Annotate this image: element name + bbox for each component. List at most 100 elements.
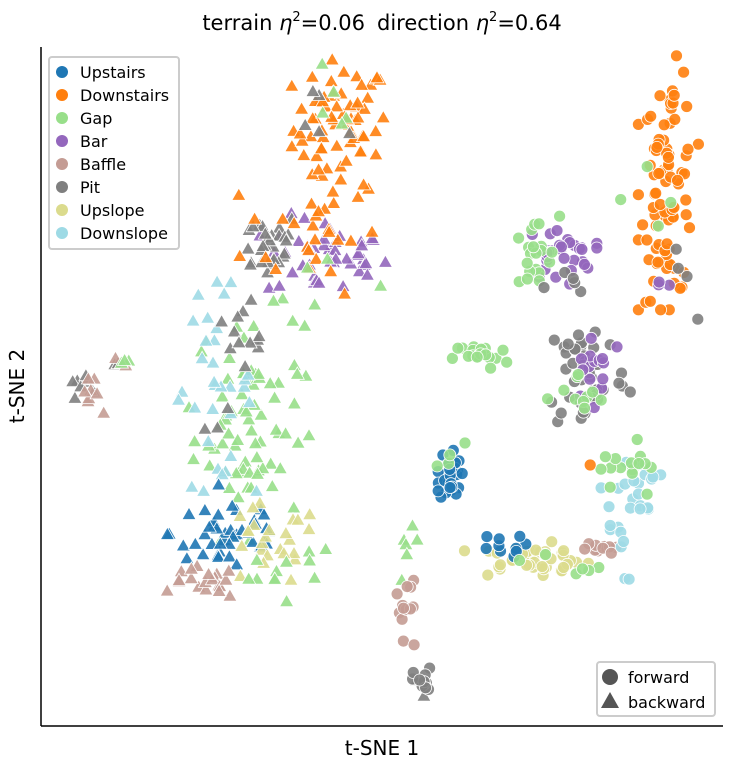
scatter-point-pit-backward [240, 240, 256, 255]
scatter-point-gap-forward [484, 361, 498, 375]
scatter-point-gap-backward [230, 432, 246, 446]
scatter-point-baffle-backward [198, 581, 214, 596]
scatter-point-pit-backward [305, 83, 321, 97]
scatter-point-gap-forward [603, 480, 617, 494]
scatter-point-downstairs-forward [640, 233, 654, 247]
scatter-point-downslope-backward [198, 333, 214, 347]
scatter-point-downslope-backward [236, 379, 252, 393]
scatter-point-bar-backward [377, 254, 394, 268]
scatter-point-bar-backward [359, 267, 376, 281]
scatter-point-gap-forward [630, 433, 644, 446]
scatter-point-bar-forward [550, 224, 564, 238]
scatter-point-upstairs-forward [480, 530, 494, 543]
scatter-point-gap-backward [243, 422, 260, 437]
scatter-point-upstairs-backward [212, 536, 228, 550]
scatter-point-downstairs-forward [632, 188, 645, 202]
scatter-point-downslope-backward [190, 287, 206, 301]
scatter-point-gap-forward [586, 385, 599, 399]
scatter-point-downstairs-backward [323, 73, 339, 87]
scatter-point-downstairs-backward [333, 171, 349, 186]
scatter-point-upslope-backward [252, 495, 268, 509]
scatter-point-downstairs-backward [329, 138, 345, 152]
scatter-point-gap-forward [496, 343, 510, 357]
scatter-point-gap-forward [553, 209, 566, 223]
scatter-point-pit-forward [623, 385, 637, 399]
scatter-point-downslope-forward [622, 572, 636, 586]
scatter-point-downstairs-forward [644, 109, 658, 123]
scatter-point-gap-backward [297, 317, 313, 332]
scatter-point-pit-backward [65, 373, 81, 388]
scatter-point-bar-backward [271, 278, 288, 292]
scatter-point-bar-backward [358, 255, 374, 270]
scatter-point-pit-forward [561, 337, 575, 351]
scatter-point-downstairs-forward [583, 458, 597, 472]
scatter-point-gap-backward [404, 517, 421, 532]
scatter-point-downslope-backward [209, 320, 225, 334]
legend-marker-downstairs [56, 89, 68, 101]
scatter-point-upstairs-backward [201, 519, 217, 533]
scatter-point-pit-forward [413, 673, 427, 687]
scatter-point-bar-backward [339, 250, 355, 265]
scatter-point-downstairs-forward [643, 294, 657, 308]
scatter-point-upstairs-backward [175, 537, 191, 552]
scatter-point-upslope-forward [493, 558, 507, 572]
legend-marker-downslope [56, 227, 68, 239]
scatter-point-upstairs-backward [229, 556, 245, 571]
scatter-point-downstairs-backward [294, 133, 310, 147]
scatter-point-baffle-backward [200, 566, 217, 580]
scatter-point-downstairs-backward [232, 248, 248, 262]
scatter-point-bar-forward [652, 275, 666, 289]
scatter-point-downstairs-backward [304, 69, 320, 83]
scatter-point-pit-backward [230, 308, 246, 323]
scatter-point-gap-backward [278, 593, 295, 607]
scatter-point-pit-forward [671, 261, 685, 275]
scatter-point-upstairs-forward [513, 529, 527, 543]
scatter-point-downstairs-backward [343, 232, 359, 247]
scatter-point-gap-backward [249, 552, 265, 566]
scatter-point-gap-backward [247, 435, 264, 450]
scatter-point-upslope-backward [301, 521, 317, 535]
scatter-point-downstairs-backward [360, 90, 376, 104]
scatter-point-gap-forward [430, 459, 444, 473]
scatter-point-downslope-backward [206, 374, 222, 388]
scatter-point-downstairs-forward [677, 65, 690, 79]
scatter-point-gap-forward [451, 341, 465, 355]
scatter-point-downstairs-forward [679, 208, 693, 222]
scatter-point-downstairs-forward [680, 100, 694, 113]
scatter-point-baffle-forward [578, 542, 592, 556]
scatter-point-downstairs-backward [325, 183, 341, 198]
scatter-point-downstairs-backward [323, 263, 339, 278]
scatter-point-upstairs-backward [181, 506, 197, 520]
scatter-point-gap-backward [285, 313, 301, 327]
scatter-point-pit-backward [341, 125, 358, 139]
scatter-point-downstairs-forward [653, 198, 667, 211]
scatter-point-pit-backward [261, 232, 278, 247]
scatter-point-bar-forward [557, 251, 571, 265]
scatter-point-baffle-forward [407, 638, 421, 652]
scatter-point-downstairs-forward [662, 150, 675, 164]
scatter-points [65, 49, 705, 702]
scatter-point-downstairs-forward [636, 218, 649, 232]
scatter-point-upslope-backward [245, 499, 261, 514]
scatter-point-upstairs-backward [197, 526, 213, 541]
scatter-point-downstairs-backward [375, 109, 391, 124]
scatter-point-gap-backward [241, 411, 257, 426]
scatter-point-downstairs-forward [667, 88, 681, 102]
scatter-point-upstairs-backward [210, 476, 227, 491]
scatter-point-downslope-backward [195, 483, 212, 497]
scatter-point-downslope-backward [194, 350, 210, 365]
legend-label-pit: Pit [80, 178, 100, 197]
scatter-point-upstairs-forward [492, 532, 506, 546]
scatter-point-downstairs-backward [268, 261, 284, 275]
scatter-point-downstairs-backward [303, 195, 320, 210]
scatter-point-downstairs-forward [654, 303, 667, 317]
scatter-point-pit-backward [231, 334, 247, 349]
scatter-point-pit-forward [566, 271, 580, 285]
scatter-point-downstairs-forward [692, 137, 705, 151]
scatter-point-gap-backward [185, 451, 202, 465]
scatter-point-gap-forward [571, 368, 585, 382]
scatter-point-upslope-backward [302, 506, 318, 520]
scatter-point-upslope-backward [286, 545, 302, 559]
scatter-point-gap-forward [632, 457, 646, 470]
